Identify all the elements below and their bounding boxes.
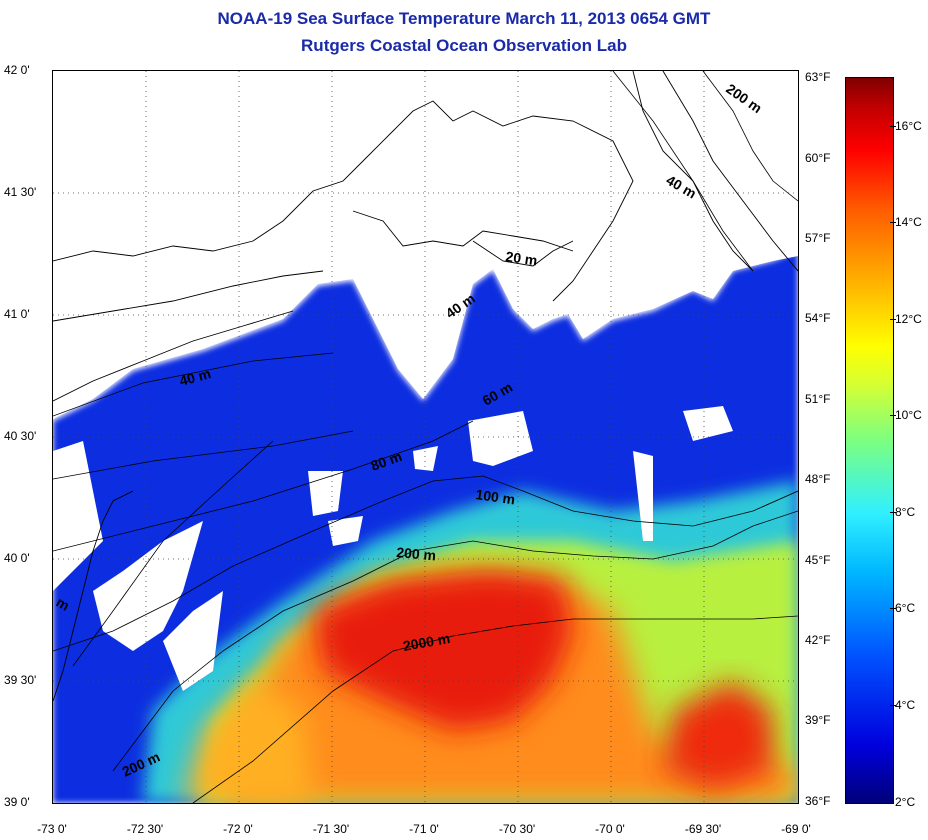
fahrenheit-label: 51°F: [805, 392, 831, 406]
cloud-gap: [53, 441, 103, 591]
sst-map-canvas: 200 m 40 m 20 m 40 m 40 m 60 m 80 m 100 …: [53, 71, 798, 803]
map-title: NOAA-19 Sea Surface Temperature March 11…: [217, 9, 711, 28]
lat-label: 42 0': [4, 63, 30, 77]
sst-map[interactable]: 200 m 40 m 20 m 40 m 40 m 60 m 80 m 100 …: [52, 70, 799, 804]
lat-label: 39 30': [4, 673, 37, 687]
celsius-label: 2°C: [895, 795, 916, 809]
contour-label: 100 m: [475, 486, 517, 507]
bathymetry-contours: [53, 71, 798, 803]
celsius-label: 8°C: [895, 505, 916, 519]
cloud-gap: [93, 521, 203, 651]
lon-label: -70 0': [595, 822, 625, 836]
graticule: [53, 71, 798, 803]
hot-core: [313, 571, 573, 731]
cloud-gap: [633, 451, 653, 541]
celsius-label: 10°C: [895, 408, 922, 422]
lon-label: -72 0': [223, 822, 253, 836]
lon-label: -69 0': [781, 822, 811, 836]
fahrenheit-label: 36°F: [805, 794, 831, 808]
contour-label: 20 m: [505, 248, 539, 268]
temperature-colorbar: [845, 77, 894, 804]
fahrenheit-label: 57°F: [805, 231, 831, 245]
contour-labels: 200 m 40 m 20 m 40 m 40 m 60 m 80 m 100 …: [54, 80, 765, 779]
celsius-label: 16°C: [895, 119, 922, 133]
cloud-gap: [683, 406, 733, 441]
hot-patch-east: [663, 681, 773, 791]
fahrenheit-label: 42°F: [805, 633, 831, 647]
cloud-gap: [308, 471, 343, 516]
lat-label: 41 0': [4, 307, 30, 321]
fahrenheit-label: 54°F: [805, 311, 831, 325]
lon-label: -69 30': [684, 822, 722, 836]
cloud-gap: [328, 516, 363, 546]
colorbar-tick: [890, 608, 896, 609]
map-subtitle: Rutgers Coastal Ocean Observation Lab: [301, 36, 627, 55]
lat-label: 39 0': [4, 795, 30, 809]
lat-label: 40 0': [4, 551, 30, 565]
celsius-label: 6°C: [895, 601, 916, 615]
contour-label: 200 m: [396, 544, 437, 563]
celsius-label: 14°C: [895, 215, 922, 229]
fahrenheit-label: 39°F: [805, 713, 831, 727]
colorbar-tick: [890, 415, 896, 416]
cloud-gap: [413, 446, 438, 471]
lat-label: 41 30': [4, 185, 37, 199]
cloud-gap: [163, 591, 223, 691]
fahrenheit-label: 45°F: [805, 553, 831, 567]
lon-label: -72 30': [126, 822, 164, 836]
fahrenheit-label: 60°F: [805, 151, 831, 165]
lat-label: 40 30': [4, 429, 37, 443]
colorbar-tick: [890, 222, 896, 223]
contour-label: 40 m: [178, 365, 213, 389]
colorbar-tick: [890, 512, 896, 513]
warm-patch-southwest: [183, 681, 313, 803]
colorbar-tick: [890, 126, 896, 127]
cloud-gap: [468, 411, 533, 466]
celsius-label: 4°C: [895, 698, 916, 712]
lon-label: -73 0': [37, 822, 67, 836]
colorbar-tick: [890, 319, 896, 320]
lon-label: -70 30': [498, 822, 536, 836]
celsius-label: 12°C: [895, 312, 922, 326]
fahrenheit-label: 63°F: [805, 70, 831, 84]
lon-label: -71 30': [312, 822, 350, 836]
fahrenheit-label: 48°F: [805, 472, 831, 486]
lon-label: -71 0': [409, 822, 439, 836]
colorbar-tick: [890, 705, 896, 706]
